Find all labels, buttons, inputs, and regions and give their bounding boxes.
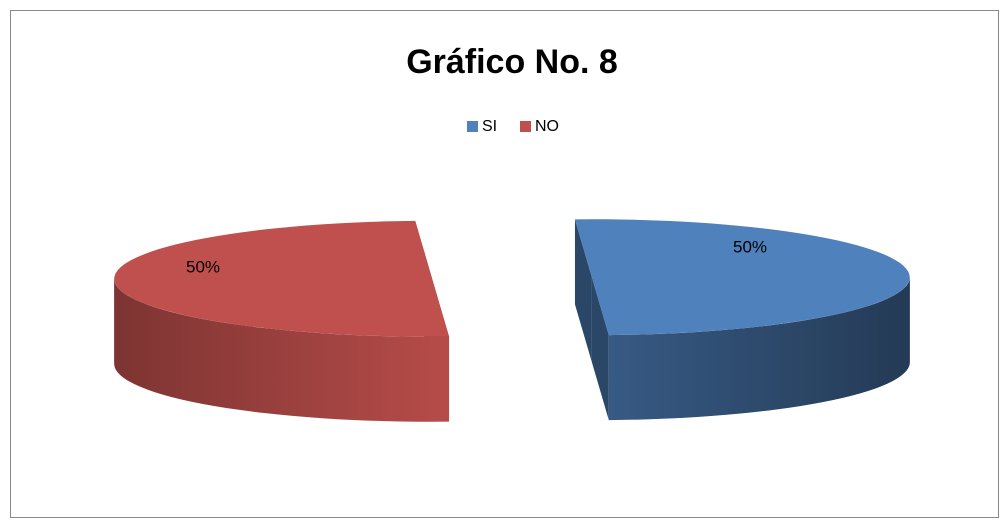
slice-side: [114, 278, 450, 422]
legend-label: NO: [535, 118, 559, 135]
data-label: 50%: [186, 257, 220, 276]
legend-swatch: [520, 121, 531, 132]
legend-label: SI: [482, 118, 497, 135]
data-label: 50%: [733, 237, 767, 256]
slice-cut-face: [591, 277, 609, 421]
slice: [574, 219, 910, 336]
legend-swatch: [467, 121, 478, 132]
slice: [114, 220, 450, 337]
slice-side: [608, 277, 910, 421]
chart-title: Gráfico No. 8: [406, 43, 618, 81]
slice-cut-face: [574, 219, 592, 363]
